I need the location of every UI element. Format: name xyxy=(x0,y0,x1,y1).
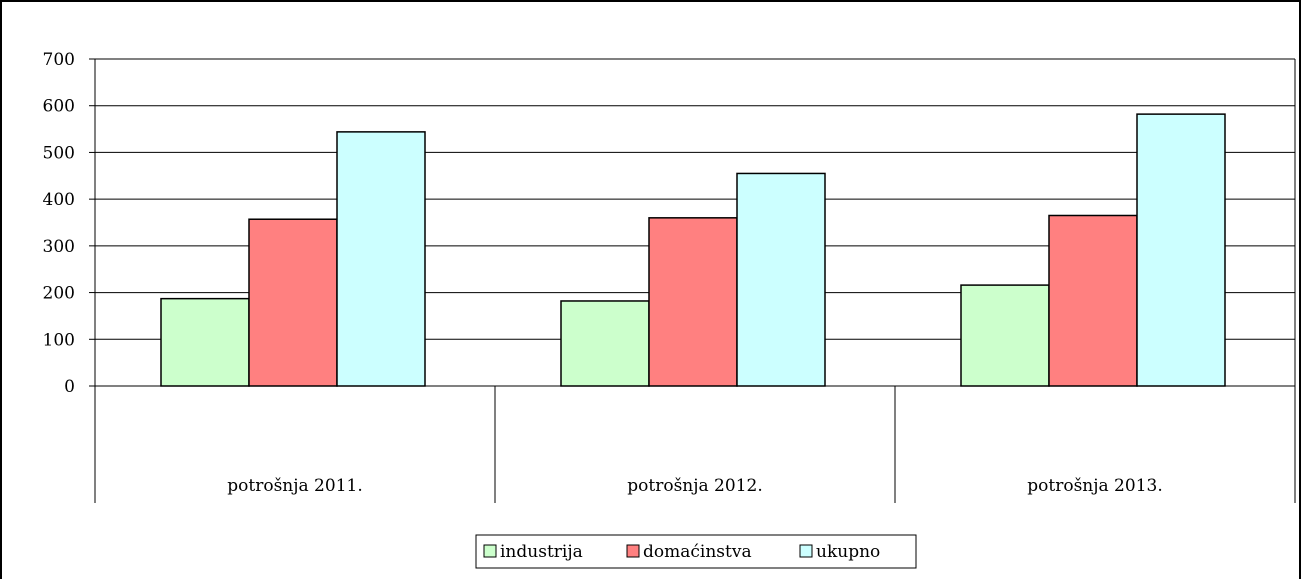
x-category-label: potrošnja 2013. xyxy=(1027,476,1162,496)
legend-label-domaćinstva: domaćinstva xyxy=(643,542,752,562)
bar-industrija-0 xyxy=(160,297,250,387)
legend-swatch-ukupno xyxy=(799,544,813,558)
y-tick-label: 600 xyxy=(43,97,75,117)
y-tick-label: 400 xyxy=(43,190,75,210)
axes xyxy=(94,59,1296,503)
y-tick-label: 200 xyxy=(43,284,75,304)
y-tick-label: 700 xyxy=(43,50,75,70)
legend-swatch-industrija xyxy=(483,544,497,558)
bar-domaćinstva-2 xyxy=(1048,214,1138,387)
y-tick-label: 300 xyxy=(43,237,75,257)
bar-ukupno-1 xyxy=(736,172,826,387)
category-labels: potrošnja 2011. potrošnja 2012. potrošnja … xyxy=(227,476,1162,496)
bar-domaćinstva-1 xyxy=(648,217,738,387)
legend: industrija domaćinstva ukupno xyxy=(475,534,917,569)
x-category-label: potrošnja 2012. xyxy=(627,476,762,496)
bar-ukupno-0 xyxy=(336,131,426,387)
x-category-label: potrošnja 2011. xyxy=(227,476,362,496)
legend-label-industrija: industrija xyxy=(500,542,583,562)
y-axis-ticks: 0 100 200 300 400 500 600 700 xyxy=(43,50,95,397)
y-tick-label: 0 xyxy=(64,377,75,397)
y-tick-label: 100 xyxy=(43,330,75,350)
legend-swatch-domaćinstva xyxy=(626,544,640,558)
bar-ukupno-2 xyxy=(1136,113,1226,387)
y-tick-label: 500 xyxy=(43,143,75,163)
legend-label-ukupno: ukupno xyxy=(816,542,880,562)
legend-box xyxy=(475,534,917,569)
bars xyxy=(160,113,1226,387)
bar-domaćinstva-0 xyxy=(248,218,338,387)
bar-industrija-1 xyxy=(560,300,650,387)
bar-industrija-2 xyxy=(960,284,1050,387)
